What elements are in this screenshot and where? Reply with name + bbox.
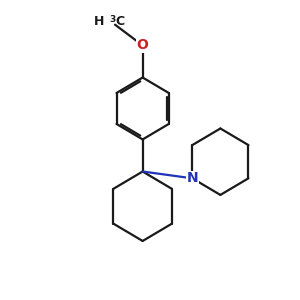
Text: H: H [94, 15, 104, 28]
Text: 3: 3 [110, 15, 116, 24]
Text: N: N [187, 171, 198, 185]
Text: C: C [115, 15, 124, 28]
Text: O: O [137, 38, 148, 52]
